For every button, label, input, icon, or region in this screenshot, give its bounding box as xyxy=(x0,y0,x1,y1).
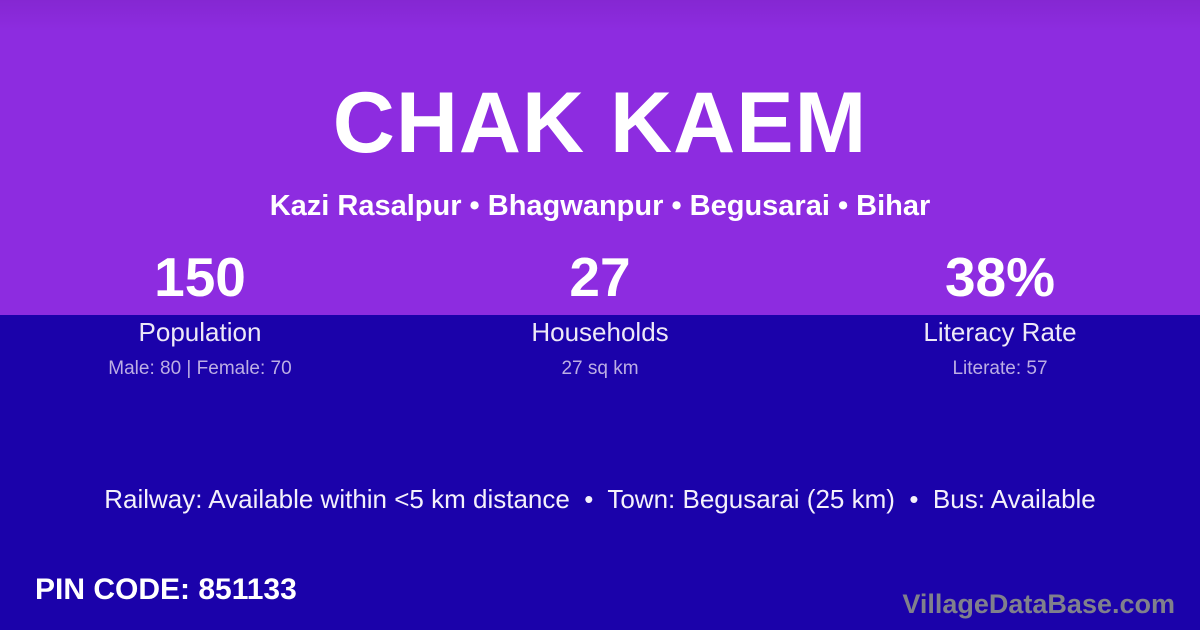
stat-literacy-rate: 38% Literacy Rate Literate: 57 xyxy=(800,250,1200,380)
stat-population: 150 Population Male: 80 | Female: 70 xyxy=(0,250,400,380)
pin-code: PIN CODE: 851133 xyxy=(35,573,297,606)
population-detail: Male: 80 | Female: 70 xyxy=(108,357,292,379)
population-value: 150 xyxy=(154,246,246,308)
literacy-detail: Literate: 57 xyxy=(952,357,1048,379)
amenities-line: Railway: Available within <5 km distance… xyxy=(104,484,1096,514)
stat-households: 27 Households 27 sq km xyxy=(400,250,800,380)
stats-row: 150 Population Male: 80 | Female: 70 27 … xyxy=(0,250,1200,380)
literacy-label: Literacy Rate xyxy=(923,317,1077,347)
top-purple-band xyxy=(0,0,1200,315)
population-label: Population xyxy=(138,317,262,347)
site-watermark: VillageDataBase.com xyxy=(902,589,1175,619)
households-detail: 27 sq km xyxy=(561,357,639,379)
page-title: CHAK KAEM xyxy=(332,75,868,171)
households-value: 27 xyxy=(569,246,631,308)
literacy-value: 38% xyxy=(944,246,1056,308)
location-breadcrumb: Kazi Rasalpur • Bhagwanpur • Begusarai •… xyxy=(269,190,931,222)
households-label: Households xyxy=(531,317,669,347)
